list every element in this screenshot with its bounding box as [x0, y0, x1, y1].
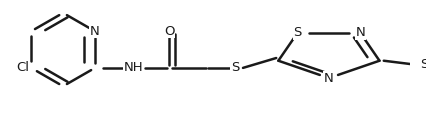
- Text: NH: NH: [123, 61, 143, 74]
- Text: N: N: [354, 26, 364, 39]
- Text: N: N: [90, 25, 100, 38]
- Text: Cl: Cl: [16, 61, 29, 74]
- Text: S: S: [230, 61, 239, 74]
- Text: N: N: [323, 72, 333, 85]
- Text: S: S: [419, 58, 426, 71]
- Text: S: S: [293, 26, 301, 39]
- Text: O: O: [164, 25, 174, 38]
